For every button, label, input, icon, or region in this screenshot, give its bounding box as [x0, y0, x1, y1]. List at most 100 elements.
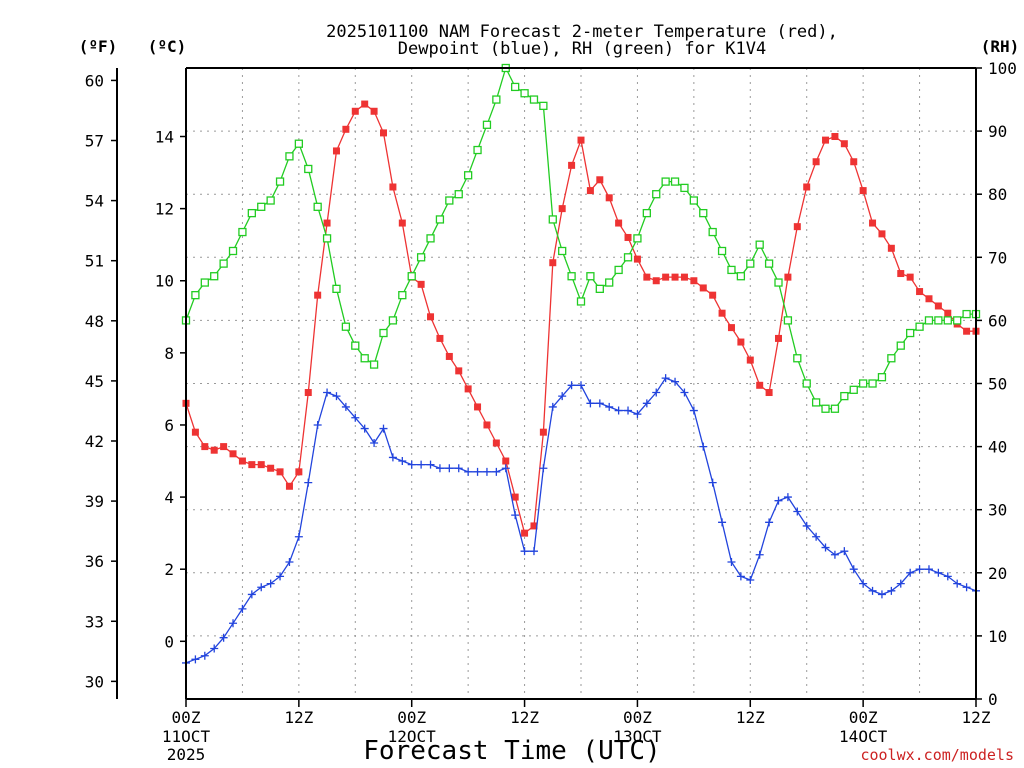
temperature-point [727, 324, 735, 332]
dewpoint-point [906, 568, 915, 577]
temperature-point [887, 244, 895, 252]
dewpoint-point [812, 532, 821, 541]
celsius-tick-label: 10 [155, 272, 174, 291]
dewpoint-point [276, 572, 285, 581]
temperature-point [963, 327, 971, 335]
rh-point [661, 177, 670, 186]
temperature-point [934, 302, 942, 310]
dewpoint-point [435, 464, 444, 473]
dewpoint-point [746, 576, 755, 585]
rh-point [567, 272, 576, 281]
celsius-tick-label: 14 [155, 128, 174, 147]
rh-point [774, 278, 783, 287]
dewpoint-point [624, 406, 633, 415]
temperature-point [869, 219, 877, 227]
dewpoint-point [473, 467, 482, 476]
celsius-tick-label: 12 [155, 200, 174, 219]
rh-point [257, 202, 266, 211]
temperature-point [248, 461, 256, 469]
temperature-point [737, 338, 745, 346]
temperature-point [718, 309, 726, 317]
rh-tick-label: 40 [988, 438, 1007, 457]
dewpoint-point [586, 399, 595, 408]
temperature-point [295, 468, 303, 476]
time-tick-label: 00Z [623, 708, 652, 727]
rh-point [783, 316, 793, 325]
time-tick-label: 00Z [397, 708, 426, 727]
temperature-point [314, 291, 322, 299]
dewpoint-point [924, 565, 933, 574]
rh-tick-label: 10 [988, 627, 1007, 646]
temperature-point [398, 219, 406, 227]
rh-unit-label: (RH) [981, 37, 1020, 56]
fahrenheit-tick-label: 48 [85, 312, 104, 331]
temperature-point [709, 291, 717, 299]
temperature-point [662, 273, 670, 281]
dewpoint-point [793, 507, 802, 516]
rh-point [247, 208, 256, 218]
rh-point [210, 272, 219, 281]
rh-point [586, 272, 595, 281]
dewpoint-point [266, 579, 275, 588]
dewpoint-point [313, 420, 322, 429]
dewpoint-point [633, 410, 642, 419]
data-series [182, 65, 981, 667]
dewpoint-point [219, 633, 228, 642]
dewpoint-point [370, 438, 379, 447]
time-tick-label: 12Z [284, 708, 313, 727]
dewpoint-point [605, 402, 614, 411]
rh-point [943, 316, 952, 325]
rh-tick-label: 0 [988, 690, 998, 709]
dewpoint-point [595, 399, 604, 408]
dewpoint-point [191, 655, 200, 664]
dewpoint-point [464, 467, 473, 476]
dewpoint-point [492, 467, 501, 476]
temperature-point [680, 273, 688, 281]
temperature-point [210, 446, 218, 454]
temperature-point [549, 259, 557, 267]
fahrenheit-tick-label: 36 [85, 552, 104, 571]
rh-point [219, 259, 228, 268]
temperature-point [361, 100, 369, 108]
rh-point [953, 316, 962, 325]
fahrenheit-tick-label: 39 [85, 492, 104, 511]
rh-point [595, 284, 604, 294]
rh-point [191, 291, 200, 300]
dewpoint-point [736, 572, 745, 581]
temperature-point [483, 421, 491, 429]
temperature-point [474, 403, 482, 411]
dewpoint-point [407, 460, 416, 469]
dewpoint-point [915, 565, 924, 574]
temperature-point [304, 389, 312, 397]
dewpoint-point [718, 518, 727, 527]
dewpoint-point [520, 547, 529, 556]
temperature-point [793, 223, 801, 231]
temperature-point [633, 255, 641, 263]
dewpoint-point [482, 467, 491, 476]
dewpoint-point [962, 583, 971, 592]
rh-point [614, 265, 623, 275]
rh-point [877, 373, 887, 382]
rh-point [623, 253, 633, 262]
temperature-point [756, 381, 764, 389]
temperature-point [596, 176, 604, 184]
temperature-point [276, 468, 284, 476]
temperature-point [257, 461, 265, 469]
temperature-point [389, 183, 397, 191]
temperature-point [765, 389, 773, 397]
dewpoint-point [511, 511, 520, 520]
dewpoint-point [896, 579, 905, 588]
dewpoint-point [821, 543, 830, 552]
rh-point [200, 278, 209, 287]
dewpoint-point [783, 493, 792, 502]
rh-point [360, 354, 369, 363]
rh-point [407, 272, 416, 281]
fahrenheit-tick-label: 51 [85, 252, 104, 271]
fahrenheit-tick-label: 60 [85, 71, 104, 90]
rh-point [868, 379, 877, 388]
temperature-point [568, 161, 576, 169]
time-tick-label: 00Z [172, 708, 201, 727]
dewpoint-point [360, 424, 369, 433]
dewpoint-point [859, 579, 868, 588]
time-tick-label: 00Z [849, 708, 878, 727]
